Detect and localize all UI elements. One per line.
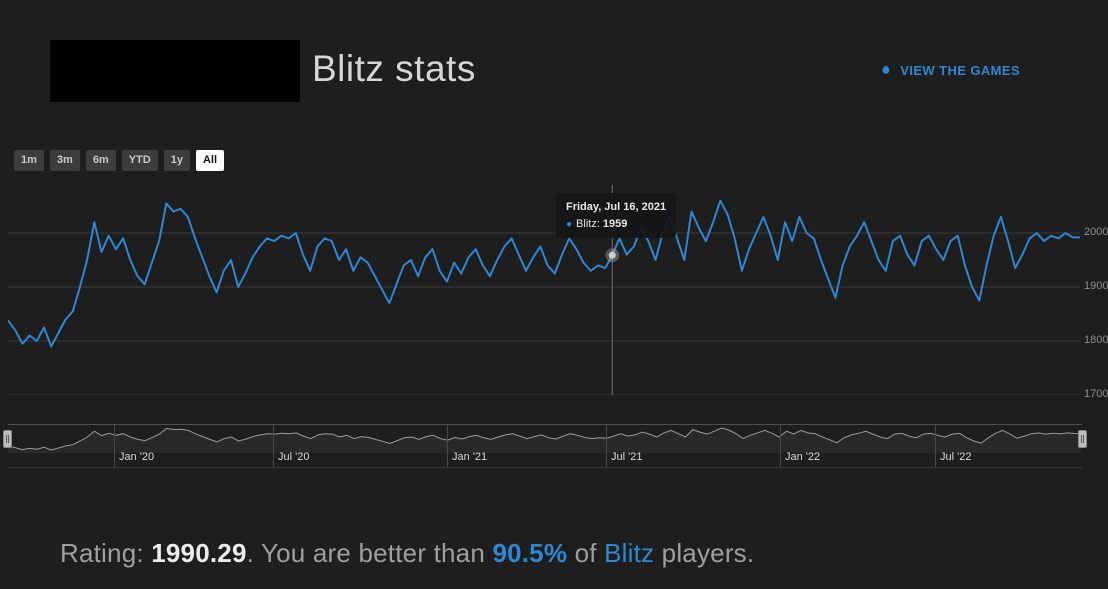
rating-chart[interactable]	[8, 185, 1080, 395]
navigator-tick	[447, 425, 448, 467]
rating-line-series	[8, 199, 1080, 348]
navigator-axis-label: Jul '20	[278, 451, 310, 463]
summary-suffix-text: players.	[654, 538, 755, 568]
flame-icon	[879, 62, 893, 78]
page-title: Blitz stats	[312, 48, 476, 89]
y-axis-label: 2000	[1084, 226, 1108, 238]
navigator-axis-label: Jan '21	[452, 451, 488, 463]
navigator-axis-label: Jul '22	[940, 451, 972, 463]
rating-label: Rating:	[60, 538, 152, 568]
y-axis-label: 1800	[1084, 334, 1108, 346]
navigator-tick	[780, 425, 781, 467]
summary-of-text: of	[567, 538, 605, 568]
range-button-ytd[interactable]: YTD	[121, 150, 158, 171]
y-axis-label: 1900	[1084, 280, 1108, 292]
range-button-all[interactable]: All	[195, 150, 225, 171]
rating-summary: Rating: 1990.29. You are better than 90.…	[60, 538, 754, 569]
y-axis-label: 1700	[1084, 388, 1108, 400]
navigator-tick	[935, 425, 936, 467]
summary-middle-text: . You are better than	[246, 538, 493, 568]
navigator-tick	[273, 425, 274, 467]
navigator-tick	[114, 425, 115, 467]
range-button-1m[interactable]: 1m	[14, 150, 44, 171]
hover-marker	[608, 251, 616, 259]
range-selector: 1m 3m 6m YTD 1y All	[14, 150, 225, 171]
view-games-label: VIEW THE GAMES	[900, 62, 1020, 78]
navigator-mini-chart	[8, 427, 1082, 453]
range-button-3m[interactable]: 3m	[49, 150, 80, 171]
navigator-axis-label: Jan '20	[119, 451, 155, 463]
chart-navigator[interactable]: Jan '20 Jul '20 Jan '21 Jul '21 Jan '22 Jul '…	[3, 424, 1087, 468]
navigator-tick	[606, 425, 607, 467]
navigator-axis-label: Jan '22	[785, 451, 821, 463]
navigator-area-fill	[8, 428, 1082, 453]
view-games-link[interactable]: VIEW THE GAMES	[879, 62, 1020, 78]
navigator-handle-left[interactable]	[3, 430, 12, 448]
range-button-6m[interactable]: 6m	[85, 150, 116, 171]
percentile-value: 90.5%	[492, 538, 568, 568]
rating-chart-svg	[8, 185, 1080, 395]
redacted-username-block	[50, 40, 300, 102]
navigator-handle-right[interactable]	[1078, 430, 1087, 448]
range-button-1y[interactable]: 1y	[163, 150, 190, 171]
rating-value: 1990.29	[151, 538, 247, 568]
mode-link[interactable]: Blitz	[604, 538, 655, 568]
navigator-line-series	[8, 427, 1082, 451]
navigator-axis-label: Jul '21	[611, 451, 643, 463]
